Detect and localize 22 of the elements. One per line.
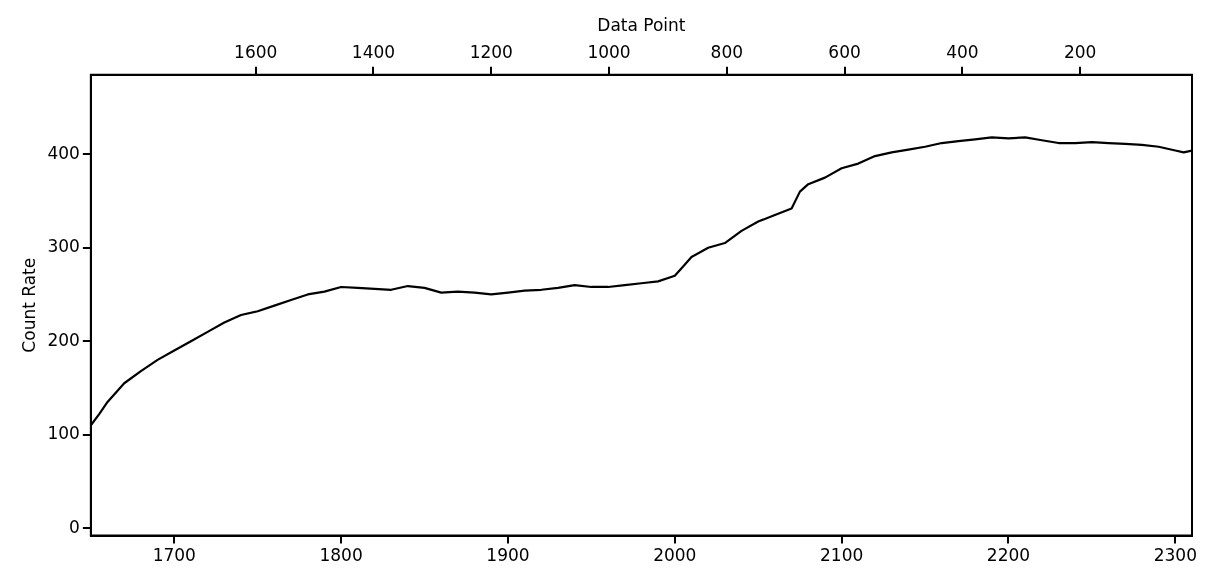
x2-tick-label: 800 [710,42,744,63]
x2-tick-label: 200 [1063,42,1097,63]
y-tick-label: 200 [47,329,80,350]
x2-tick-label: 1400 [351,42,396,63]
y-tick-label: 0 [69,516,80,537]
x2-tick-label: 1600 [234,42,278,63]
y-tick-label: 300 [47,236,80,257]
x2-axis-title: Data Point [597,14,686,35]
x-tick-label: 2100 [820,545,864,566]
x-tick-label: 2300 [1153,545,1197,566]
x-tick-label: 1800 [319,545,363,566]
x-tick-label: 2200 [986,545,1031,566]
x-tick-label: 1900 [486,545,530,566]
y-tick-label: 400 [47,142,80,163]
y-tick-label: 100 [47,423,80,444]
x2-tick-label: 600 [828,42,861,63]
y-axis-title: Count Rate [18,257,39,353]
x-tick-label: 1700 [152,545,196,566]
x2-tick-label: 1000 [587,42,631,63]
x2-tick-label: 1200 [469,42,513,63]
x-tick-label: 2000 [653,545,697,566]
x2-tick-label: 400 [946,42,979,63]
